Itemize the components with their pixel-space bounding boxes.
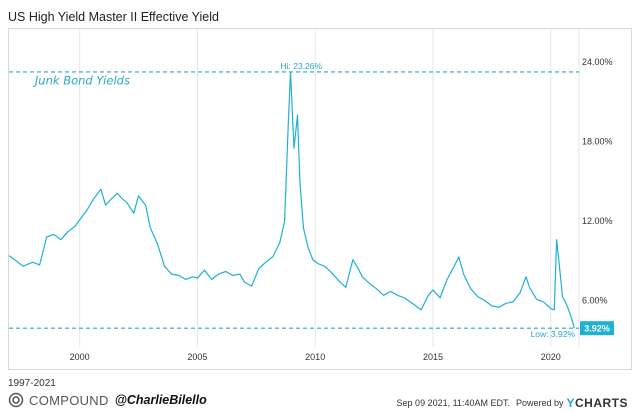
compound-name: COMPOUND: [29, 392, 109, 408]
x-tick-label-2000: 2000: [70, 352, 90, 362]
ycharts-logo: YCHARTS: [566, 396, 628, 410]
y-tick-label-24: 24.00%: [582, 57, 613, 67]
y-tick-label-18: 18.00%: [582, 137, 613, 147]
footer-timestamp: Sep 09 2021, 11:40AM EDT.: [396, 398, 510, 408]
yield-series-line: [9, 71, 575, 329]
y-tick-label-12: 12.00%: [582, 216, 613, 226]
chart-plot: 2000 2005 2010 2015 2020 6.00% 12.00% 18.00% 24.…: [9, 29, 614, 362]
x-tick-label-2005: 2005: [187, 352, 207, 362]
compound-logo-icon: [8, 392, 24, 408]
ycharts-logo-y: Y: [566, 396, 575, 410]
y-tick-label-6: 6.00%: [582, 296, 608, 306]
compound-brand: COMPOUND @CharlieBilello: [8, 390, 207, 410]
chart-title: US High Yield Master II Effective Yield: [8, 10, 219, 24]
current-value-badge: [580, 321, 614, 336]
powered-by-label: Powered by: [515, 398, 564, 408]
ycharts-logo-text: CHARTS: [575, 396, 628, 410]
low-label: Low: 3.92%: [531, 329, 576, 339]
junk-bond-annotation: Junk Bond Yields: [33, 74, 130, 88]
chart-frame: 2000 2005 2010 2015 2020 6.00% 12.00% 18.00% 24.…: [8, 28, 632, 370]
twitter-handle: @CharlieBilello: [114, 393, 207, 407]
current-value-label: 3.92%: [584, 324, 610, 334]
ycharts-footer: Sep 09 2021, 11:40AM EDT. Powered by YCH…: [397, 396, 628, 410]
hi-label: Hi: 23.26%: [280, 61, 322, 71]
date-range-label: 1997-2021: [8, 378, 56, 389]
x-tick-label-2015: 2015: [423, 352, 443, 362]
x-tick-label-2010: 2010: [305, 352, 325, 362]
x-tick-label-2020: 2020: [541, 352, 561, 362]
